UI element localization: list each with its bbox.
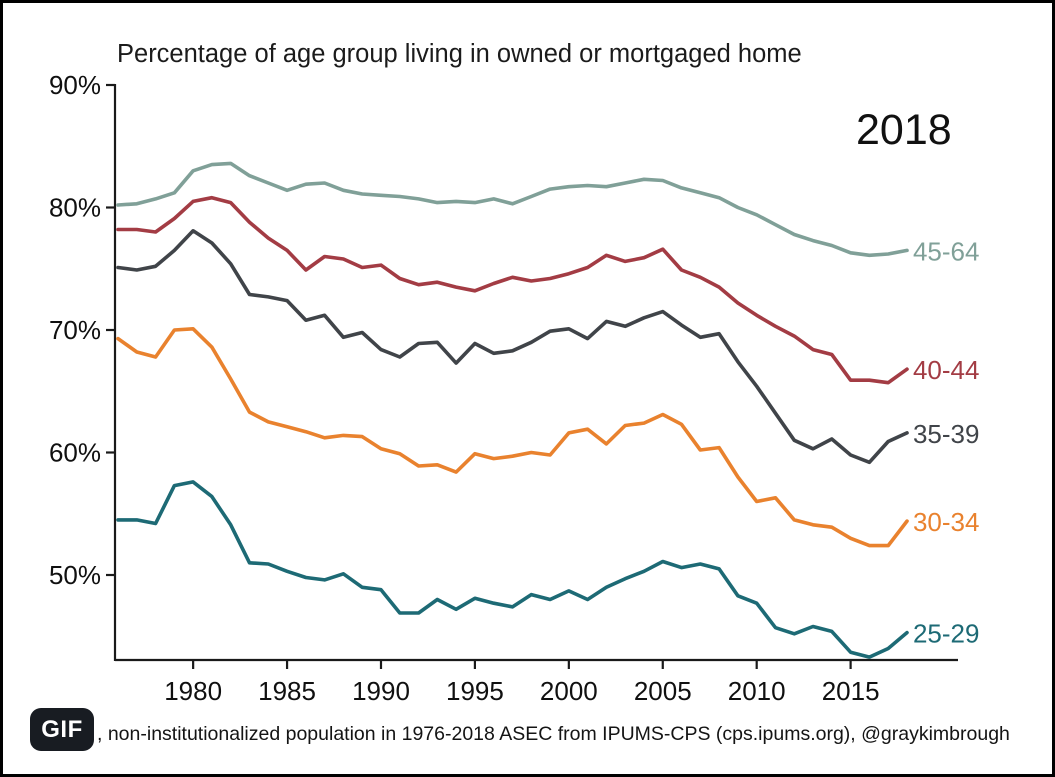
x-tick-label: 2005 [634,676,692,706]
y-tick-label: 90% [49,70,101,100]
x-tick-label: 2000 [540,676,598,706]
series-lines [116,161,909,659]
series-line-35-39 [116,229,909,465]
series-label-35-39: 35-39 [913,419,980,449]
series-label-30-34: 30-34 [913,507,980,537]
series-label-25-29: 25-29 [913,619,980,649]
y-tick-label: 70% [49,315,101,345]
year-annotation: 2018 [856,106,952,154]
x-tick-label: 2010 [728,676,786,706]
x-tick-label: 1995 [446,676,504,706]
y-tick-label: 80% [49,193,101,223]
x-tick-label: 1985 [258,676,316,706]
series-label-40-44: 40-44 [913,355,980,385]
x-tick-label: 2015 [822,676,880,706]
caption-row: GIF , non-institutionalized population i… [30,708,1010,751]
x-tick-label: 1980 [164,676,222,706]
series-line-45-64 [116,161,909,258]
series-line-25-29 [116,480,909,659]
y-tick-label: 60% [49,438,101,468]
y-tick-label: 50% [49,560,101,590]
series-labels: 45-64 40-44 35-39 30-34 25-29 [913,236,980,648]
gif-badge: GIF [30,708,94,751]
axes: 90% 80% 70% 60% 50% 1980 1985 1990 1995 2000 2005 2… [49,70,958,706]
x-tick-label: 1990 [352,676,410,706]
caption: , non-institutionalized population in 19… [97,722,1010,745]
series-label-45-64: 45-64 [913,236,980,266]
series-line-40-44 [116,195,909,385]
chart-title: Percentage of age group living in owned … [117,40,802,68]
series-line-30-34 [116,326,909,548]
gif-badge-label: GIF [41,715,83,743]
